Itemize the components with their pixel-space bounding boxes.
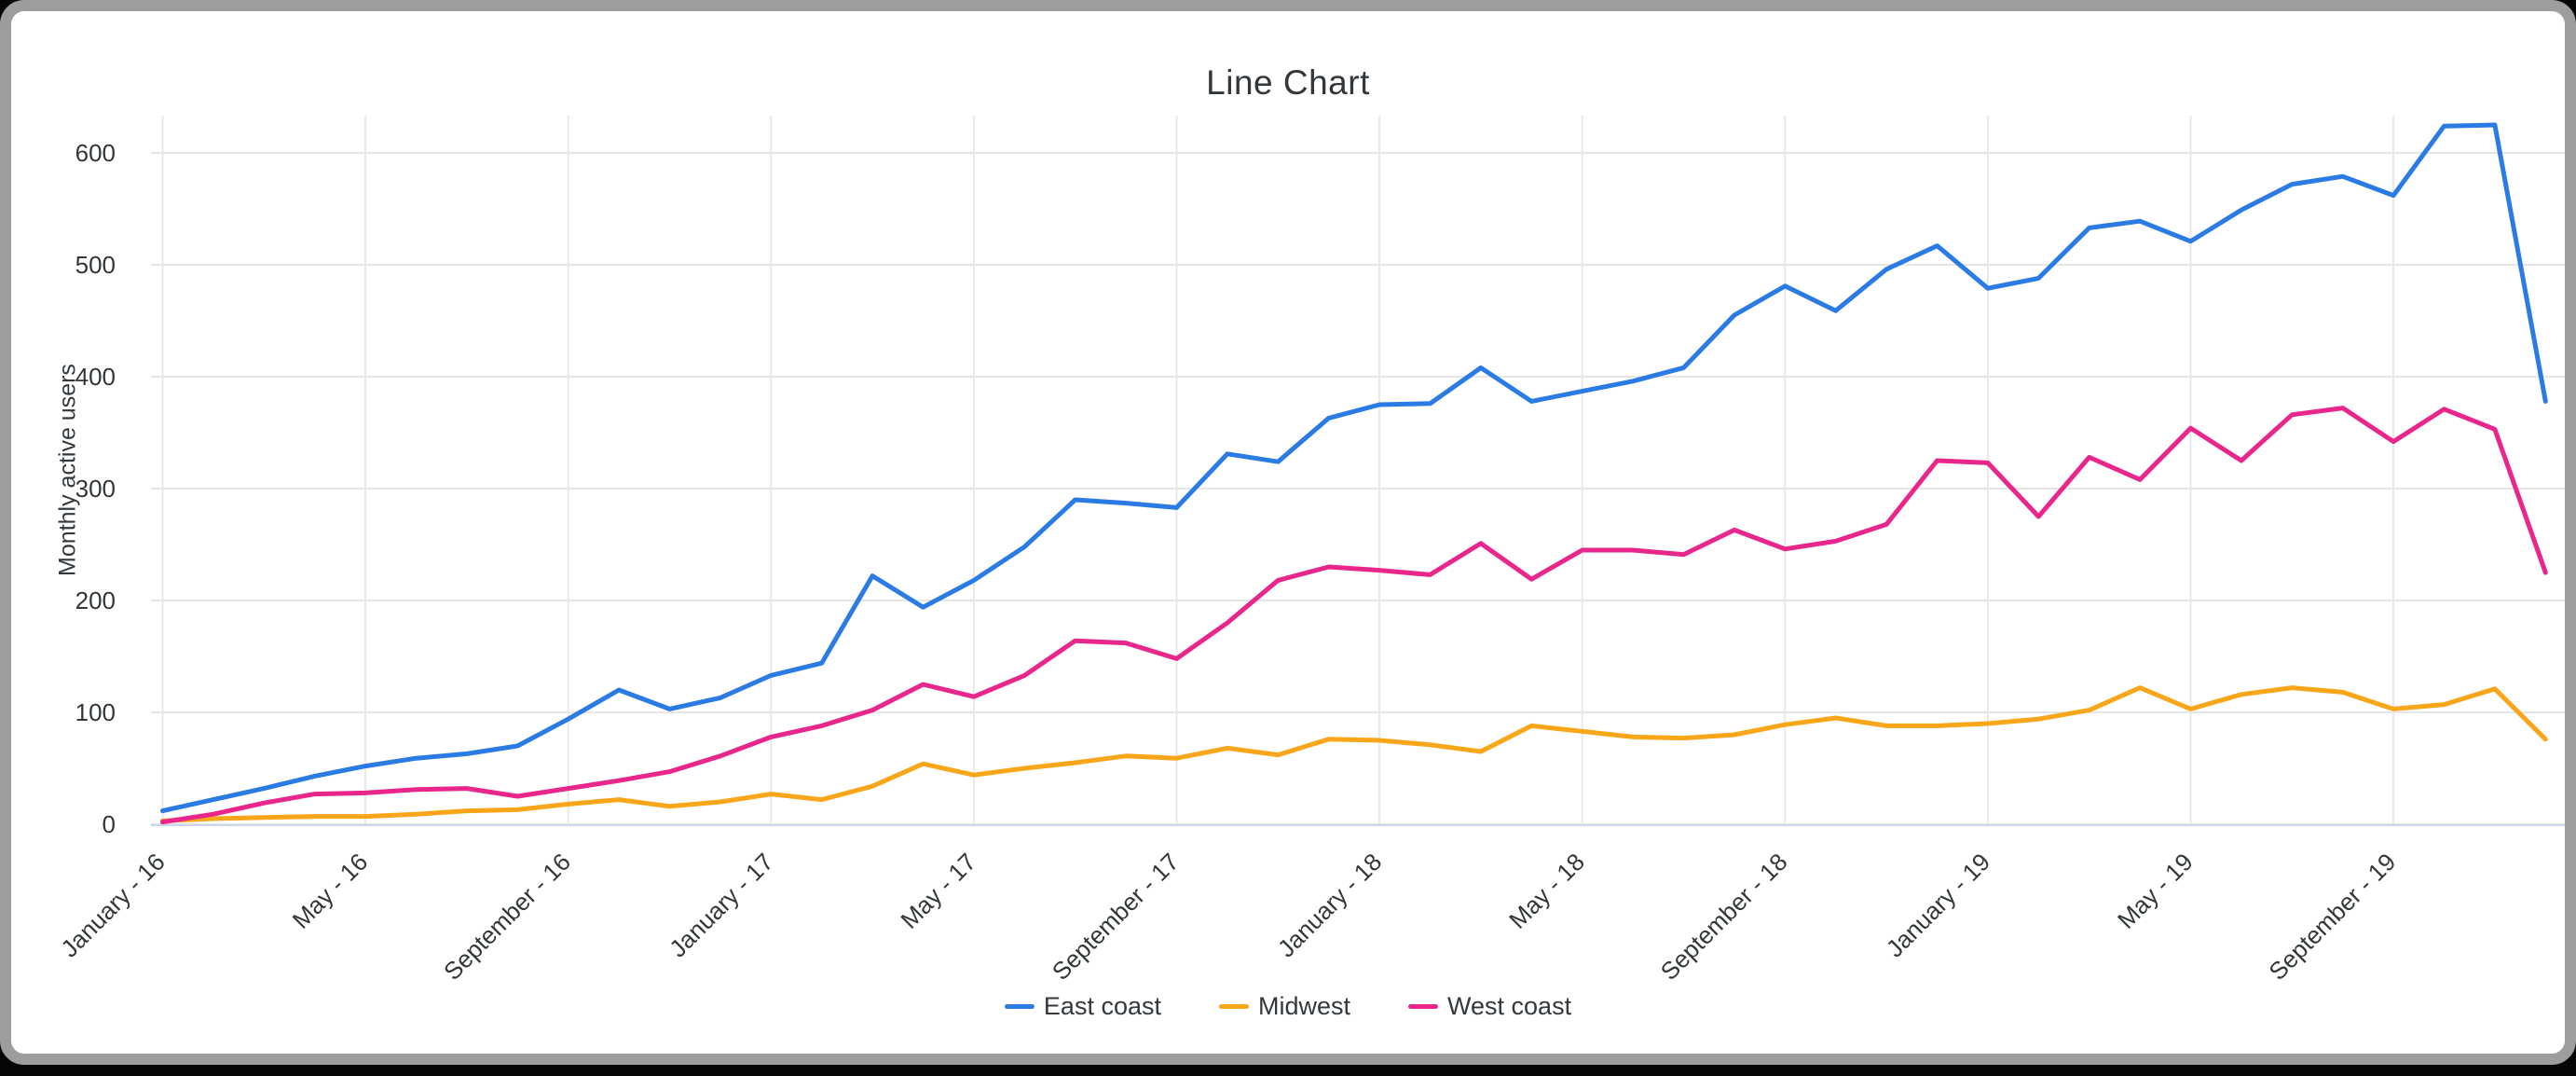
legend-label: East coast	[1044, 992, 1161, 1021]
x-tick-label: January - 19	[1881, 848, 1995, 962]
x-tick-label: May - 16	[287, 848, 374, 934]
legend-item-east-coast[interactable]: East coast	[1005, 992, 1161, 1021]
line-chart-canvas: 0 100 200 300 400 500 600 January - 16 May - 16 S…	[11, 11, 2576, 1076]
y-tick-label: 100	[75, 698, 116, 726]
x-tick-label: January - 18	[1272, 848, 1387, 962]
x-tick-label: May - 19	[2112, 848, 2199, 934]
series-line-midwest	[163, 688, 2546, 821]
y-tick-label: 600	[75, 139, 116, 167]
x-tick-label: May - 17	[895, 848, 981, 934]
midwest-line-swatch-icon	[1219, 1004, 1249, 1009]
y-tick-label: 300	[75, 475, 116, 503]
legend-item-west-coast[interactable]: West coast	[1408, 992, 1571, 1021]
legend-label: Midwest	[1258, 992, 1350, 1021]
legend-item-midwest[interactable]: Midwest	[1219, 992, 1350, 1021]
x-tick-label: September - 16	[438, 848, 576, 986]
west-coast-line-swatch-icon	[1408, 1004, 1438, 1009]
x-tick-label: January - 17	[664, 848, 778, 962]
legend-label: West coast	[1447, 992, 1571, 1021]
y-tick-label: 0	[103, 810, 116, 838]
chart-legend: East coast Midwest West coast	[11, 992, 2565, 1021]
y-tick-label: 200	[75, 586, 116, 614]
x-tick-label: September - 18	[1655, 848, 1793, 986]
x-tick-label: September - 17	[1047, 848, 1185, 986]
east-coast-line-swatch-icon	[1005, 1004, 1035, 1009]
series-line-west-coast	[163, 408, 2546, 822]
y-tick-label: 400	[75, 363, 116, 391]
x-tick-label: September - 19	[2263, 848, 2401, 986]
x-tick-label: January - 16	[55, 848, 170, 962]
x-tick-label: May - 18	[1503, 848, 1590, 934]
y-tick-label: 500	[75, 251, 116, 279]
